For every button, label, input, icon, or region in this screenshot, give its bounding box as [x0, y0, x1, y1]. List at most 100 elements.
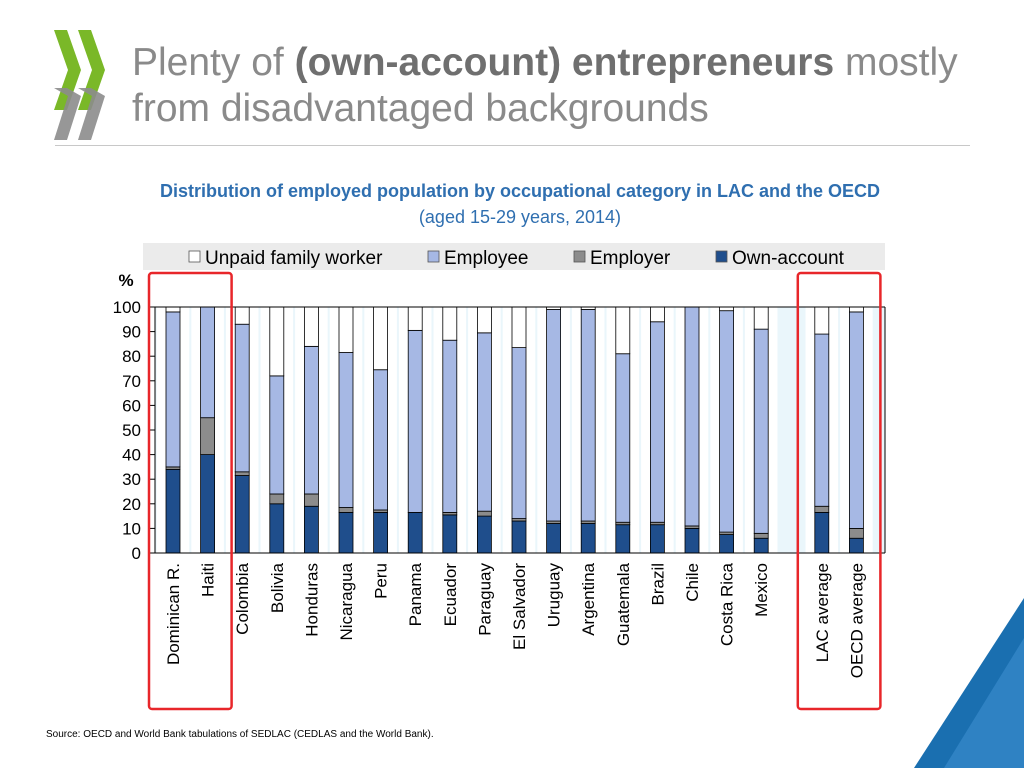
bar-employer-bolivia — [269, 493, 285, 505]
x-tick-label-panama: Panama — [406, 562, 425, 626]
legend-swatch-employee — [427, 250, 440, 263]
bar-employee-costa-rica — [719, 310, 734, 533]
bar-unpaid-family-worker-paraguay — [476, 306, 492, 334]
y-tick-label: 100 — [113, 298, 141, 317]
y-tick-label: 80 — [122, 347, 141, 366]
bar-own-account-lac-average — [814, 512, 830, 554]
bar-employer-colombia — [234, 471, 250, 476]
bar-employee-paraguay — [476, 332, 492, 512]
bar-own-account-el-salvador — [511, 520, 527, 554]
bar-employee-mexico — [753, 328, 769, 534]
bar-unpaid-family-worker-brazil — [650, 306, 665, 323]
bar-stack-honduras — [303, 306, 319, 554]
bars — [165, 306, 864, 554]
bar-stack-chile — [684, 306, 700, 554]
bar-unpaid-family-worker-bolivia — [269, 306, 285, 377]
y-tick-label: 40 — [122, 446, 141, 465]
x-tick-label-peru: Peru — [372, 563, 391, 599]
bar-own-account-colombia — [234, 475, 250, 554]
x-tick-label-guatemala: Guatemala — [614, 562, 633, 646]
bar-own-account-brazil — [650, 524, 665, 554]
bar-employee-honduras — [303, 345, 319, 495]
chart-title: Distribution of employed population by o… — [159, 181, 881, 201]
y-tick-label: 20 — [122, 495, 141, 514]
y-tick-label: 50 — [122, 421, 141, 440]
bar-employee-peru — [373, 369, 389, 511]
bar-stack-oecd-average — [849, 306, 864, 554]
x-tick-label-ecuador: Ecuador — [441, 563, 460, 627]
oecd-logo-icon — [54, 30, 105, 140]
bar-employer-lac-average — [814, 505, 830, 513]
bar-unpaid-family-worker-peru — [373, 306, 389, 371]
bar-unpaid-family-worker-honduras — [303, 306, 319, 347]
legend-swatch-unpaid-family-worker — [188, 250, 201, 263]
bar-unpaid-family-worker-dominican-r — [165, 306, 181, 313]
bar-stack-bolivia — [269, 306, 285, 554]
bar-employer-haiti — [200, 417, 216, 456]
x-tick-label-nicaragua: Nicaragua — [337, 562, 356, 640]
bar-employee-bolivia — [269, 375, 285, 495]
chart-legend: Unpaid family worker Employee Employer Own-… — [143, 243, 885, 270]
x-tick-label-costa-rica: Costa Rica — [718, 562, 737, 646]
title-post: mostly from disadvantaged backgrounds — [132, 41, 958, 130]
x-tick-label-paraguay: Paraguay — [475, 563, 494, 636]
bar-employee-haiti — [200, 306, 216, 419]
bar-own-account-guatemala — [615, 524, 631, 554]
bar-employer-mexico — [753, 532, 769, 539]
bar-stack-peru — [373, 306, 389, 554]
bar-unpaid-family-worker-panama — [407, 306, 423, 331]
x-tick-label-uruguay: Uruguay — [545, 563, 564, 628]
title-divider — [55, 145, 970, 146]
bar-unpaid-family-worker-guatemala — [615, 306, 631, 355]
y-tick-label: 30 — [122, 470, 141, 489]
bar-unpaid-family-worker-ecuador — [442, 306, 458, 341]
corner-triangle-light-icon — [944, 638, 1024, 768]
bar-employee-argentina — [580, 309, 596, 522]
bar-stack-haiti — [200, 306, 216, 554]
title-bold: (own-account) entrepreneurs — [294, 41, 835, 84]
x-tick-label-colombia: Colombia — [233, 562, 252, 634]
bar-employee-chile — [684, 306, 700, 527]
bar-stack-guatemala — [615, 306, 631, 554]
bar-employee-nicaragua — [338, 352, 354, 508]
bar-employee-dominican-r — [165, 311, 181, 468]
bar-unpaid-family-worker-nicaragua — [338, 306, 354, 353]
bar-employee-uruguay — [546, 309, 561, 522]
x-tick-label-oecd-average: OECD average — [847, 563, 866, 678]
bar-unpaid-family-worker-mexico — [753, 306, 769, 330]
bar-stack-dominican-r — [165, 306, 181, 554]
bar-own-account-bolivia — [269, 503, 285, 554]
bar-employee-el-salvador — [511, 347, 527, 519]
title-pre: Plenty of — [132, 41, 295, 84]
y-tick-label: 60 — [122, 396, 141, 415]
bar-stack-uruguay — [546, 306, 561, 554]
bar-own-account-panama — [407, 512, 423, 554]
x-tick-label-dominican-r: Dominican R. — [164, 563, 183, 665]
y-tick-label: 10 — [122, 519, 141, 538]
bar-own-account-chile — [684, 528, 700, 554]
x-tick-label-mexico: Mexico — [752, 563, 771, 617]
x-tick-label-brazil: Brazil — [648, 563, 667, 606]
bar-employee-ecuador — [442, 339, 458, 513]
legend-background — [143, 243, 885, 270]
bar-employee-panama — [407, 329, 423, 513]
bar-stack-ecuador — [442, 306, 458, 554]
bar-own-account-costa-rica — [719, 534, 734, 554]
bar-unpaid-family-worker-colombia — [234, 306, 250, 325]
bar-stack-brazil — [650, 306, 665, 554]
x-tick-label-honduras: Honduras — [302, 563, 321, 637]
chart-subtitle: (aged 15-29 years, 2014) — [418, 207, 622, 227]
bar-employee-colombia — [234, 323, 250, 473]
bar-own-account-ecuador — [442, 514, 458, 554]
bar-own-account-uruguay — [546, 523, 561, 554]
bar-stack-panama — [407, 306, 423, 554]
source-note: Source: OECD and World Bank tabulations … — [46, 729, 434, 740]
bar-employer-oecd-average — [849, 528, 864, 539]
bar-employer-paraguay — [476, 510, 492, 517]
y-tick-label: 70 — [122, 372, 141, 391]
page-title: Plenty of (own-account) entrepreneurs mo… — [132, 40, 1012, 132]
legend-label-unpaid-family-worker: Unpaid family worker — [205, 248, 383, 269]
bar-stack-argentina — [580, 306, 596, 554]
bar-stack-costa-rica — [719, 306, 734, 554]
bar-employer-honduras — [303, 493, 319, 507]
